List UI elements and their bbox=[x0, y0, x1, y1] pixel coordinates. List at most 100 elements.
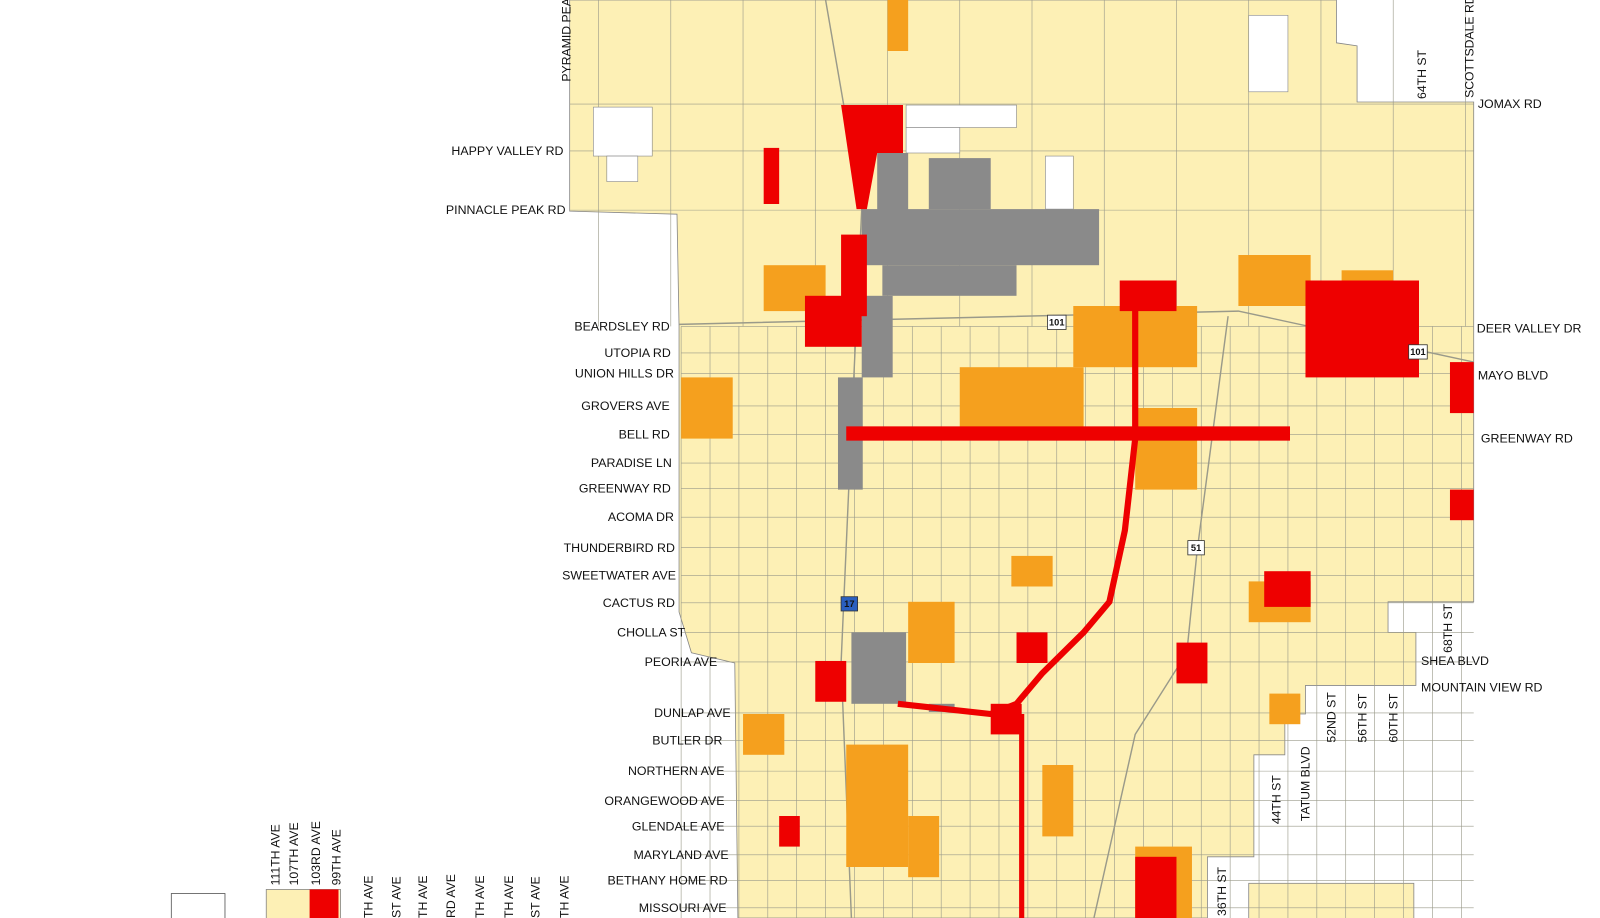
street-label: TH AVE bbox=[416, 875, 430, 918]
orange-zone bbox=[908, 601, 955, 663]
red-zone bbox=[1449, 362, 1474, 414]
street-label: PARADISE LN bbox=[591, 456, 672, 470]
street-label: 60TH ST bbox=[1386, 693, 1400, 742]
street-label: SWEETWATER AVE bbox=[562, 568, 676, 582]
street-label: 99TH AVE bbox=[329, 829, 343, 885]
orange-zone bbox=[846, 744, 909, 867]
street-label: JOMAX RD bbox=[1478, 97, 1542, 111]
street-label: PEORIA AVE bbox=[645, 655, 718, 669]
orange-zone bbox=[1269, 693, 1301, 725]
red-zone bbox=[1305, 280, 1419, 378]
red-zone bbox=[1135, 856, 1177, 918]
street-label: BUTLER DR bbox=[652, 734, 722, 748]
red-zones bbox=[309, 105, 1474, 918]
gray-zone bbox=[851, 632, 907, 704]
outside-area bbox=[170, 893, 226, 918]
street-label: ST AVE bbox=[389, 876, 403, 918]
street-label: TH AVE bbox=[361, 875, 375, 918]
red-zone bbox=[1264, 571, 1311, 607]
orange-zone bbox=[1042, 765, 1074, 837]
street-label: GREENWAY RD bbox=[579, 482, 671, 496]
orange-zone bbox=[1011, 555, 1053, 587]
street-label: ACOMA DR bbox=[608, 510, 674, 524]
map-body: HAPPY VALLEY RD PINNACLE PEAK RD BEARDSLEY… bbox=[170, 0, 1582, 918]
street-label: 68TH ST bbox=[1441, 603, 1455, 652]
gray-zone bbox=[928, 158, 991, 210]
hole bbox=[905, 127, 961, 154]
street-label: BELL RD bbox=[619, 428, 670, 442]
street-label: ORANGEWOOD AVE bbox=[604, 794, 724, 808]
street-label: BEARDSLEY RD bbox=[574, 320, 669, 334]
shield-box bbox=[1408, 344, 1428, 360]
red-zone bbox=[841, 234, 867, 317]
street-label: DUNLAP AVE bbox=[654, 706, 731, 720]
street-label: 64TH ST bbox=[1415, 50, 1429, 99]
red-zone bbox=[815, 660, 847, 702]
street-label: 44TH ST bbox=[1270, 775, 1284, 824]
street-label: TH AVE bbox=[473, 875, 487, 918]
red-zone bbox=[846, 426, 1290, 441]
street-label: GLENDALE AVE bbox=[632, 819, 725, 833]
gray-zone bbox=[861, 209, 1100, 266]
red-zone bbox=[1449, 489, 1474, 521]
street-label: PINNACLE PEAK RD bbox=[446, 203, 566, 217]
street-label: MISSOURI AVE bbox=[639, 901, 727, 915]
orange-zone bbox=[1135, 408, 1198, 490]
street-label: CACTUS RD bbox=[603, 596, 675, 610]
highway-shield: 17 bbox=[844, 599, 854, 609]
street-label: GREENWAY RD bbox=[1481, 432, 1573, 446]
red-zone bbox=[1176, 642, 1208, 684]
hole bbox=[1248, 14, 1289, 93]
labels: HAPPY VALLEY RD PINNACLE PEAK RD BEARDSLEY… bbox=[269, 0, 1582, 918]
street-label: NORTHERN AVE bbox=[628, 764, 724, 778]
street-label: UTOPIA RD bbox=[604, 346, 671, 360]
street-label: TH AVE bbox=[558, 875, 572, 918]
hole bbox=[1045, 155, 1074, 210]
red-zone bbox=[779, 816, 800, 847]
red-corridor bbox=[897, 305, 1139, 718]
street-label: 103RD AVE bbox=[309, 821, 323, 885]
street-label: BETHANY HOME RD bbox=[608, 873, 728, 887]
red-zone bbox=[841, 105, 903, 210]
hole bbox=[593, 106, 653, 157]
hole bbox=[905, 104, 1017, 128]
gray-zone bbox=[877, 153, 909, 215]
orange-zone bbox=[908, 816, 940, 878]
street-label: 111TH AVE bbox=[269, 824, 283, 885]
street-label: CHOLLA ST bbox=[617, 626, 686, 640]
street-label: DEER VALLEY DR bbox=[1477, 322, 1582, 336]
gray-zone bbox=[882, 265, 1017, 296]
orange-zone bbox=[681, 377, 733, 439]
street-label: UNION HILLS DR bbox=[575, 366, 674, 380]
street-label: MARYLAND AVE bbox=[633, 848, 728, 862]
shield-box bbox=[1187, 540, 1205, 556]
street-label: PYRAMID PEA bbox=[560, 0, 574, 82]
orange-zone bbox=[1238, 255, 1311, 306]
street-label: TH AVE bbox=[502, 875, 516, 918]
red-zone bbox=[309, 889, 339, 918]
gray-zones bbox=[837, 153, 1100, 712]
street-label: 56TH ST bbox=[1355, 693, 1369, 742]
shields bbox=[840, 314, 1428, 612]
street-label: THUNDERBIRD RD bbox=[564, 541, 675, 555]
street-label: RD AVE bbox=[444, 874, 458, 918]
street-label: 36TH ST bbox=[1215, 867, 1229, 916]
street-label: 52ND ST bbox=[1324, 692, 1338, 743]
highway-shield: 101 bbox=[1049, 317, 1064, 327]
highway-shield: 101 bbox=[1410, 347, 1425, 357]
street-label: SHEA BLVD bbox=[1421, 654, 1489, 668]
shield-box bbox=[840, 596, 859, 612]
hole bbox=[606, 155, 639, 182]
street-label: GROVERS AVE bbox=[581, 399, 669, 413]
street-label: ST AVE bbox=[529, 876, 543, 918]
orange-zone bbox=[887, 0, 909, 51]
red-zone bbox=[1016, 632, 1048, 663]
red-zone bbox=[763, 147, 780, 204]
street-label: SCOTTSDALE RD bbox=[1463, 0, 1477, 98]
orange-zone bbox=[743, 714, 785, 755]
street-label: HAPPY VALLEY RD bbox=[451, 144, 563, 158]
holes bbox=[593, 14, 1289, 210]
highway-shield: 51 bbox=[1191, 543, 1201, 553]
